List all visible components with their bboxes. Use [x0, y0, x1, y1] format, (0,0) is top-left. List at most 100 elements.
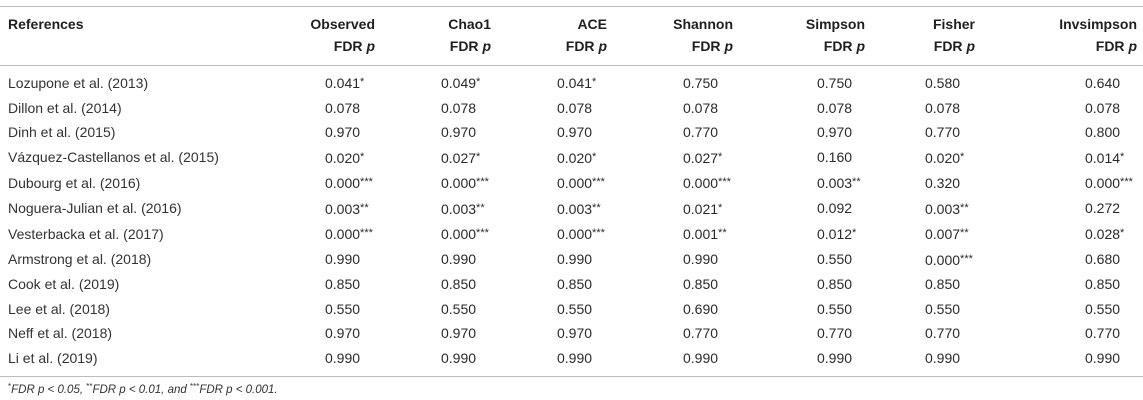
reference-cell: Lee et al. (2018) [8, 300, 110, 317]
value-cell: 0.014* [1085, 149, 1125, 166]
value-cell: 0.550 [325, 300, 361, 317]
value-cell: 0.272 [1085, 200, 1121, 216]
value-cell: 0.078 [683, 99, 719, 116]
table-row: Vázquez-Castellanos et al. (2015) 0.020* 0… [0, 145, 1143, 171]
footnote: *FDR p < 0.05, **FDR p < 0.01, and ***FD… [8, 382, 278, 396]
value-cell: 0.990 [739, 345, 871, 377]
value-cell: 0.990 [981, 345, 1143, 377]
value-cell: 0.970 [441, 325, 477, 341]
value-cell: 0.550 [1085, 300, 1121, 317]
value-cell: 0.000*** [441, 226, 489, 242]
value-cell: 0.550 [441, 300, 477, 317]
value-cell: 0.021* [683, 200, 723, 217]
value-cell: 0.028* [1085, 226, 1125, 242]
value-cell: 0.770 [925, 325, 961, 341]
reference-cell: Vesterbacka et al. (2017) [8, 225, 164, 242]
value-cell: 0.020* [325, 149, 365, 166]
value-cell: 0.550 [817, 251, 853, 267]
value-cell: 0.320 [925, 174, 961, 191]
value-cell: 0.690 [683, 300, 719, 317]
reference-cell: Armstrong et al. (2018) [8, 251, 152, 267]
header-fisher: Fisher [871, 6, 981, 35]
value-cell: 0.550 [925, 300, 961, 317]
value-cell: 0.078 [557, 99, 593, 116]
value-cell: 0.000*** [325, 175, 373, 191]
table-header: References Observed Chao1 ACE Shannon Simpso… [0, 6, 1143, 66]
header-ace-sub: FDR p [497, 35, 613, 66]
value-cell: 0.770 [683, 325, 719, 341]
value-cell: 0.770 [817, 325, 853, 341]
header-observed: Observed [285, 6, 381, 35]
value-cell: 0.003** [925, 200, 969, 217]
value-cell: 0.850 [925, 276, 961, 292]
value-cell: 0.041* [325, 75, 365, 91]
header-simpson: Simpson [739, 6, 871, 35]
value-cell: 0.012* [817, 226, 857, 242]
value-cell: 0.990 [497, 345, 613, 377]
value-cell: 0.000*** [925, 251, 973, 268]
reference-cell: Li et al. (2019) [0, 345, 285, 377]
results-table: References Observed Chao1 ACE Shannon Simpso… [0, 6, 1143, 377]
value-cell: 0.970 [557, 325, 593, 341]
header-references: References [0, 6, 285, 35]
value-cell: 0.020* [925, 149, 965, 166]
value-cell: 0.750 [817, 74, 853, 91]
header-chao1-sub: FDR p [381, 35, 497, 66]
header-observed-sub: FDR p [285, 35, 381, 66]
header-references-sub [0, 35, 285, 66]
reference-cell: Cook et al. (2019) [8, 276, 120, 292]
value-cell: 0.800 [1085, 124, 1121, 140]
table-row: Lozupone et al. (2013) 0.041* 0.049* 0.041*… [0, 66, 1143, 96]
value-cell: 0.770 [925, 124, 961, 140]
value-cell: 0.770 [1085, 325, 1121, 341]
table-row: Neff et al. (2018) 0.970 0.970 0.970 0.770 0.… [0, 321, 1143, 346]
value-cell: 0.850 [1085, 276, 1121, 292]
reference-cell: Neff et al. (2018) [8, 325, 113, 341]
table-row: Dillon et al. (2014) 0.078 0.078 0.078 0.078… [0, 96, 1143, 121]
value-cell: 0.027* [683, 149, 723, 166]
header-shannon: Shannon [613, 6, 739, 35]
value-cell: 0.990 [683, 251, 719, 267]
table-row: Noguera-Julian et al. (2016) 0.003** 0.003… [0, 196, 1143, 222]
header-shannon-sub: FDR p [613, 35, 739, 66]
value-cell: 0.078 [925, 99, 961, 116]
value-cell: 0.550 [557, 300, 593, 317]
value-cell: 0.020* [557, 149, 597, 166]
value-cell: 0.003** [325, 200, 369, 217]
table-row: Dubourg et al. (2016) 0.000*** 0.000*** 0.0… [0, 170, 1143, 196]
value-cell: 0.850 [817, 276, 853, 292]
value-cell: 0.750 [683, 74, 719, 91]
value-cell: 0.001** [683, 226, 727, 242]
value-cell: 0.990 [871, 345, 981, 377]
value-cell: 0.003** [557, 200, 601, 217]
value-cell: 0.000*** [557, 175, 605, 191]
reference-cell: Vázquez-Castellanos et al. (2015) [8, 149, 219, 165]
value-cell: 0.680 [1085, 251, 1121, 267]
value-cell: 0.970 [441, 124, 477, 140]
reference-cell: Dillon et al. (2014) [8, 99, 122, 116]
value-cell: 0.041* [557, 75, 597, 91]
table-row: Li et al. (2019) 0.990 0.990 0.990 0.990 0.99… [0, 345, 1143, 377]
value-cell: 0.970 [817, 124, 853, 140]
value-cell: 0.078 [441, 99, 477, 116]
value-cell: 0.000*** [1085, 175, 1133, 191]
value-cell: 0.580 [925, 74, 961, 91]
value-cell: 0.970 [557, 124, 593, 140]
table-row: Armstrong et al. (2018) 0.990 0.990 0.990 0.… [0, 247, 1143, 273]
value-cell: 0.007** [925, 226, 969, 242]
value-cell: 0.049* [441, 75, 481, 91]
header-chao1: Chao1 [381, 6, 497, 35]
value-cell: 0.850 [325, 276, 361, 292]
reference-cell: Dubourg et al. (2016) [8, 174, 141, 191]
value-cell: 0.990 [441, 251, 477, 267]
header-invsimpson-sub: FDR p [981, 35, 1143, 66]
value-cell: 0.990 [557, 251, 593, 267]
value-cell: 0.850 [683, 276, 719, 292]
table-row: Vesterbacka et al. (2017) 0.000*** 0.000**… [0, 221, 1143, 247]
reference-cell: Lozupone et al. (2013) [8, 74, 149, 91]
value-cell: 0.078 [325, 99, 361, 116]
value-cell: 0.003** [441, 200, 485, 217]
value-cell: 0.027* [441, 149, 481, 166]
table-body: Lozupone et al. (2013) 0.041* 0.049* 0.041*… [0, 66, 1143, 377]
